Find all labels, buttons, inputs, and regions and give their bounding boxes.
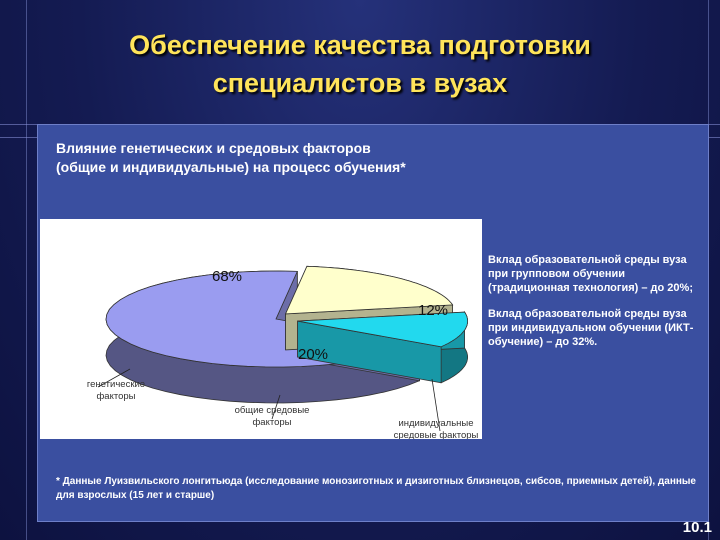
legend-paragraph-group: Вклад образовательной среды вуза при гру… [488, 254, 693, 294]
slice-leader-line-3 [431, 378, 441, 432]
chart-subtitle: Влияние генетических и средовых факторов… [56, 139, 656, 177]
slice-leader-line-2 [271, 394, 281, 420]
slice-category-label-2-2: факторы [252, 417, 291, 428]
slice-category-label-2-1: общие средовые [235, 405, 310, 416]
subtitle-line2: (общие и индивидуальные) на процесс обуч… [56, 159, 406, 175]
pie-slice-3 [297, 310, 468, 384]
slice-leader-line-1 [97, 368, 131, 388]
slide-title-line2: специалистов в вузах [212, 68, 508, 98]
slice-category-label-3-2: средовые факторы [394, 430, 479, 439]
slice-category-label-3-1: индивидуальные [398, 418, 473, 429]
pie-chart-box: 68% 20% 12% генетические факторы общие средов… [40, 219, 482, 439]
slide-title: Обеспечение качества подготовки специали… [40, 26, 680, 102]
legend-text: Вклад образовательной среды вуза при гру… [488, 253, 706, 361]
slide-title-line1: Обеспечение качества подготовки [129, 30, 591, 60]
legend-paragraph-individual: Вклад образовательной среды вуза при инд… [488, 308, 694, 348]
slice-value-label-2: 20% [298, 346, 328, 363]
content-panel: Влияние генетических и средовых факторов… [37, 124, 709, 522]
slide-number: 10.1 [682, 519, 712, 536]
footnote: * Данные Луизвильского лонгитьюда (иссле… [56, 476, 696, 501]
slice-category-label-1-2: факторы [96, 391, 135, 402]
slice-category-label-1-1: генетические [87, 379, 145, 390]
decor-line-left [26, 0, 27, 540]
slice-value-label-1: 68% [212, 268, 242, 285]
subtitle-line1: Влияние генетических и средовых факторов [56, 140, 371, 156]
slice-value-label-3: 12% [418, 302, 448, 319]
